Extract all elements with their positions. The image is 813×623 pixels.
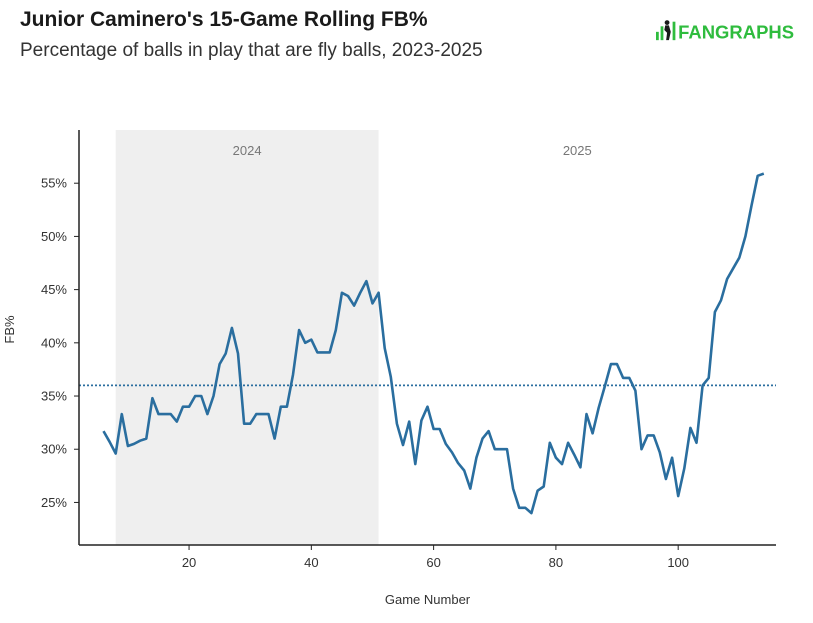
y-tick-label: 25% [41, 495, 67, 510]
x-tick-label: 20 [182, 555, 196, 570]
x-axis-title: Game Number [385, 592, 471, 607]
fb-rate-series-line [102, 172, 765, 515]
period-label-2024: 2024 [233, 143, 262, 158]
chart-subtitle: Percentage of balls in play that are fly… [20, 40, 483, 61]
x-tick-label: 100 [667, 555, 689, 570]
y-tick-label: 40% [41, 335, 67, 350]
y-tick-label: 45% [41, 282, 67, 297]
y-tick-label: 30% [41, 442, 67, 457]
logo-mark-icon [656, 20, 676, 41]
y-tick-label: 55% [41, 176, 67, 191]
fangraphs-logo: FANGRAPHS [656, 20, 794, 42]
period-2024-shade [115, 130, 379, 545]
chart-title: Junior Caminero's 15-Game Rolling FB% [20, 8, 428, 31]
x-tick-label: 80 [549, 555, 563, 570]
x-tick-label: 60 [426, 555, 440, 570]
period-label-2025: 2025 [563, 143, 592, 158]
x-tick-label: 40 [304, 555, 318, 570]
y-tick-label: 50% [41, 229, 67, 244]
y-axis-title: FB% [2, 315, 17, 344]
logo-text: FANGRAPHS [678, 21, 794, 42]
y-tick-label: 35% [41, 389, 67, 404]
